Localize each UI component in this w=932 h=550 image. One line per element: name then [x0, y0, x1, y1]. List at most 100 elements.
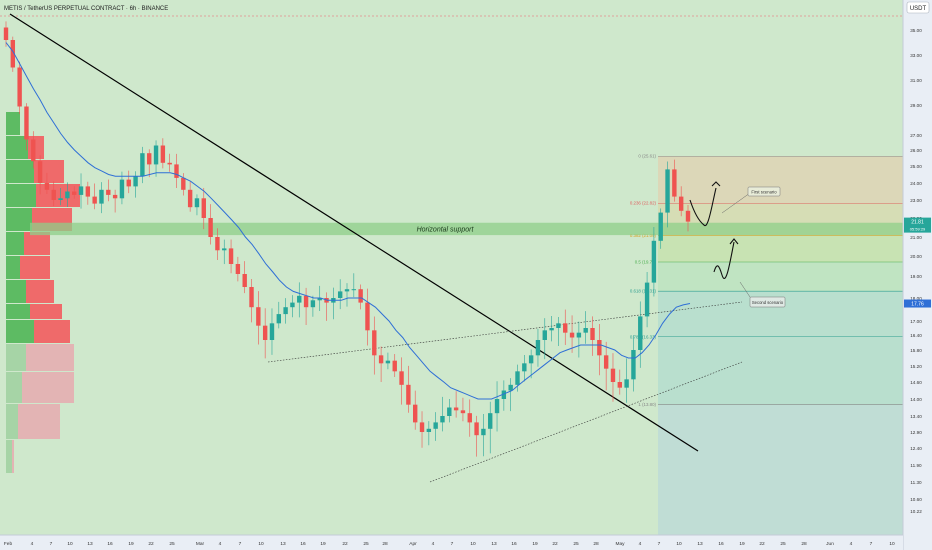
fib-level-label: 0.786 (16.33) [630, 334, 657, 339]
candle-body [153, 145, 159, 165]
candle-body [51, 189, 56, 200]
price-tick-label: 13.40 [910, 414, 922, 419]
horizontal-support-label: Horizontal support [417, 226, 475, 233]
time-tick-label: May [615, 541, 625, 547]
candle-body [638, 316, 643, 350]
volume-profile-up-bar [6, 256, 20, 279]
price-tick-label: 14.00 [910, 397, 922, 402]
candle-body [242, 274, 247, 287]
currency-button[interactable] [906, 1, 930, 14]
time-tick-label: 22 [148, 541, 154, 547]
candle-body [378, 355, 384, 364]
time-tick-label: 13 [87, 541, 93, 547]
time-tick-label: 7 [239, 541, 242, 547]
candle-body [269, 323, 275, 340]
price-tick-label: 27.00 [910, 133, 922, 138]
candle-body [501, 390, 507, 399]
candle-body [453, 407, 459, 411]
time-tick-label: 28 [593, 541, 599, 547]
currency-label: USDT [910, 6, 927, 12]
candle-body [37, 161, 43, 183]
candle-body [685, 210, 691, 222]
ema-line [5, 42, 691, 400]
time-tick-label: 22 [342, 541, 348, 547]
candle-body [433, 422, 438, 429]
volume-profile-up-bar [6, 184, 36, 207]
candle-body [535, 340, 541, 356]
candle-body [303, 295, 309, 308]
candle-body [106, 189, 111, 195]
volume-profile-down-bar [28, 136, 44, 159]
time-tick-label: 10 [67, 541, 73, 547]
time-tick-label: 10 [676, 541, 682, 547]
fib-zone-5 [658, 262, 903, 292]
candle-body [167, 162, 172, 165]
time-tick-label: Apr [409, 541, 417, 547]
time-tick-label: 16 [107, 541, 113, 547]
candle-body [590, 328, 595, 340]
second-scenario-label: Second scenario [752, 300, 784, 305]
time-tick-label: 25 [780, 541, 786, 547]
second-scenario-callout [749, 296, 786, 308]
candle-body [678, 196, 684, 211]
candle-body [72, 191, 77, 195]
first-scenario-label: First scenario [751, 190, 777, 195]
candle-body [474, 422, 479, 436]
second-scenario-arrowhead [729, 238, 739, 245]
volume-profile-up-bar [6, 404, 18, 439]
candle-body [31, 139, 36, 162]
candle-body [17, 67, 22, 107]
horizontal-support-zone [30, 222, 903, 236]
candle-body [399, 371, 404, 385]
price-tick-label: 23.00 [910, 198, 922, 203]
volume-profile-up-bar [6, 208, 32, 231]
price-marker-label: 21.81 [911, 220, 924, 226]
time-tick-label: Feb [4, 541, 13, 547]
price-tick-label: 29.00 [910, 103, 922, 108]
time-tick-label: 19 [128, 541, 134, 547]
candle-body [549, 328, 554, 331]
time-tick-label: 16 [718, 541, 724, 547]
time-tick-label: 7 [870, 541, 873, 547]
candle-body [617, 382, 622, 388]
candle-body [576, 332, 582, 338]
price-tick-label: 12.40 [910, 446, 922, 451]
candle-body [372, 330, 377, 356]
candle-body [658, 212, 663, 241]
time-tick-label: 4 [850, 541, 853, 547]
candle-body [440, 416, 445, 423]
candle-body [201, 198, 206, 218]
candle-body [78, 186, 84, 195]
candle-body [297, 295, 302, 303]
candle-body [317, 298, 322, 301]
candle-body [624, 379, 629, 388]
volume-profile-down-bar [34, 320, 70, 343]
candle-body [58, 198, 63, 200]
candle-body [181, 177, 186, 190]
candle-body [413, 404, 418, 423]
candle-body [556, 323, 561, 328]
candle-body [665, 169, 670, 213]
candle-body [222, 248, 227, 251]
candle-body [283, 307, 288, 315]
candle-body [651, 240, 657, 283]
candle-body [365, 302, 370, 331]
candle-body [672, 169, 677, 197]
time-tick-label: 13 [491, 541, 497, 547]
time-tick-label: 10 [470, 541, 476, 547]
volume-profile-down-bar [24, 232, 50, 255]
time-tick-label: 4 [639, 541, 642, 547]
candle-body [99, 189, 104, 204]
volume-profile-down-bar [36, 184, 80, 207]
candle-body [569, 332, 575, 338]
time-tick-label: 7 [451, 541, 454, 547]
volume-profile-down-bar [26, 280, 54, 303]
first-scenario-arrowhead [711, 181, 721, 187]
candle-body [563, 323, 568, 333]
price-tick-label: 10.22 [910, 509, 922, 514]
time-tick-label: 13 [697, 541, 703, 547]
time-tick-label: 7 [50, 541, 53, 547]
price-tick-label: 16.40 [910, 333, 922, 338]
candle-body [187, 189, 193, 208]
